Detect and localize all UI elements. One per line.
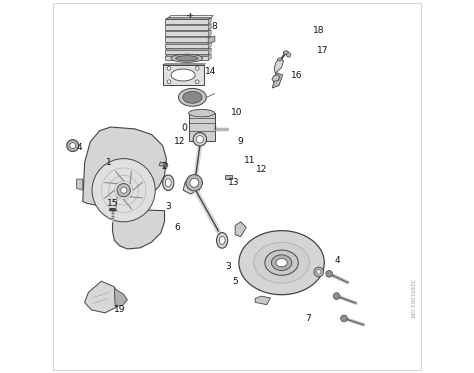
Circle shape xyxy=(196,136,203,143)
Polygon shape xyxy=(272,75,280,82)
Ellipse shape xyxy=(277,58,282,61)
Polygon shape xyxy=(85,281,120,313)
Circle shape xyxy=(286,53,291,57)
Polygon shape xyxy=(208,48,211,54)
Polygon shape xyxy=(183,175,202,194)
Circle shape xyxy=(167,80,171,84)
Polygon shape xyxy=(208,36,215,43)
Polygon shape xyxy=(208,30,211,36)
Polygon shape xyxy=(165,25,208,30)
Polygon shape xyxy=(165,18,211,19)
Bar xyxy=(225,175,232,179)
Circle shape xyxy=(326,270,332,277)
Circle shape xyxy=(190,178,199,187)
Polygon shape xyxy=(165,42,211,44)
Text: 4: 4 xyxy=(335,256,340,265)
Ellipse shape xyxy=(272,255,292,270)
Circle shape xyxy=(70,142,76,148)
Text: 3: 3 xyxy=(165,203,171,211)
Polygon shape xyxy=(163,65,203,85)
Polygon shape xyxy=(272,72,283,88)
Text: 13: 13 xyxy=(228,178,239,187)
Ellipse shape xyxy=(276,258,287,267)
Circle shape xyxy=(317,270,321,274)
Polygon shape xyxy=(239,231,324,295)
Circle shape xyxy=(333,293,340,300)
Ellipse shape xyxy=(183,91,202,103)
Polygon shape xyxy=(165,30,211,31)
Text: 6: 6 xyxy=(174,223,181,232)
Text: 7: 7 xyxy=(305,314,310,323)
Circle shape xyxy=(92,159,155,222)
Polygon shape xyxy=(165,36,211,37)
Text: 19: 19 xyxy=(114,305,126,314)
Circle shape xyxy=(314,267,324,277)
Polygon shape xyxy=(114,289,128,306)
Text: 10: 10 xyxy=(231,108,243,117)
Ellipse shape xyxy=(254,242,310,283)
Polygon shape xyxy=(165,31,208,36)
Ellipse shape xyxy=(265,250,298,275)
Ellipse shape xyxy=(171,69,195,81)
Polygon shape xyxy=(208,42,211,48)
Polygon shape xyxy=(189,113,215,141)
Polygon shape xyxy=(274,58,283,73)
Polygon shape xyxy=(165,19,208,24)
Text: 17: 17 xyxy=(317,46,328,55)
Text: 1: 1 xyxy=(106,158,112,167)
Polygon shape xyxy=(159,162,167,167)
Polygon shape xyxy=(235,222,246,236)
Polygon shape xyxy=(165,18,211,19)
Ellipse shape xyxy=(189,109,215,117)
Text: 12: 12 xyxy=(255,165,267,174)
Text: 8: 8 xyxy=(212,22,218,31)
Text: 3: 3 xyxy=(225,262,230,271)
Polygon shape xyxy=(168,16,213,18)
Polygon shape xyxy=(165,50,208,54)
Polygon shape xyxy=(208,18,211,24)
Text: 15: 15 xyxy=(107,199,118,208)
Circle shape xyxy=(195,80,199,84)
Polygon shape xyxy=(163,64,206,65)
Polygon shape xyxy=(165,37,208,42)
Polygon shape xyxy=(76,179,83,190)
Ellipse shape xyxy=(176,56,198,61)
Circle shape xyxy=(167,66,171,70)
Text: 18: 18 xyxy=(313,26,325,35)
Polygon shape xyxy=(83,127,166,249)
Polygon shape xyxy=(255,296,271,305)
Polygon shape xyxy=(165,56,208,60)
Polygon shape xyxy=(165,24,211,25)
Polygon shape xyxy=(208,36,211,42)
Circle shape xyxy=(117,184,130,197)
Circle shape xyxy=(186,175,202,191)
Text: 5: 5 xyxy=(232,277,238,286)
Text: 32951001 GM: 32951001 GM xyxy=(409,279,414,317)
Text: 11: 11 xyxy=(244,156,256,165)
Polygon shape xyxy=(165,48,211,50)
Circle shape xyxy=(164,163,168,167)
Text: 4: 4 xyxy=(76,143,82,152)
Polygon shape xyxy=(208,24,211,30)
Ellipse shape xyxy=(165,179,171,187)
Text: 9: 9 xyxy=(238,137,244,147)
Ellipse shape xyxy=(171,54,202,62)
Ellipse shape xyxy=(217,233,228,248)
Polygon shape xyxy=(208,54,211,60)
Ellipse shape xyxy=(219,236,225,244)
Polygon shape xyxy=(165,54,211,56)
Circle shape xyxy=(121,187,127,193)
Polygon shape xyxy=(165,44,208,48)
Ellipse shape xyxy=(163,175,174,191)
Ellipse shape xyxy=(283,51,289,54)
Ellipse shape xyxy=(179,88,206,106)
Circle shape xyxy=(193,133,207,146)
Circle shape xyxy=(341,315,347,322)
Circle shape xyxy=(67,140,79,151)
Text: 16: 16 xyxy=(291,70,302,79)
Circle shape xyxy=(195,66,199,70)
Text: 2: 2 xyxy=(162,162,167,170)
Text: 14: 14 xyxy=(205,67,217,76)
Text: 12: 12 xyxy=(173,137,185,147)
